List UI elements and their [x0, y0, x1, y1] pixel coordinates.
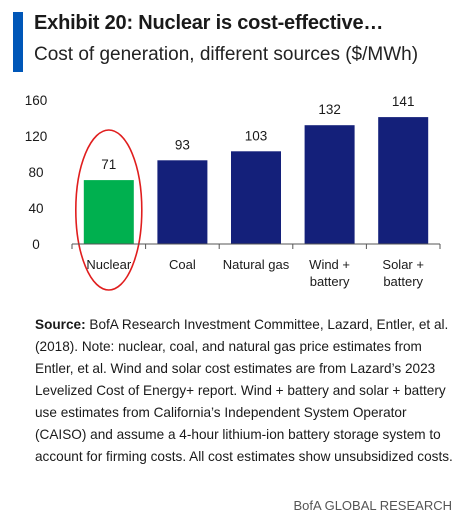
chart-subtitle: Cost of generation, different sources ($… [34, 44, 419, 65]
y-tick-label: 160 [25, 93, 48, 108]
data-label: 141 [392, 94, 415, 109]
bar [231, 151, 281, 244]
chart-title: Exhibit 20: Nuclear is cost-effective… [34, 12, 384, 34]
bar [378, 117, 429, 244]
highlight-ellipse [75, 129, 143, 291]
x-tick-label: Nuclear [86, 257, 131, 272]
data-label: 71 [101, 157, 116, 172]
bar-chart: 0 40 80 120 160 71 Nuclear 93 Coal 103 Natural gas… [25, 93, 441, 291]
source-text: BofA Research Investment Committee, Laza… [35, 317, 453, 464]
y-tick-label: 80 [28, 165, 43, 180]
y-tick-label: 120 [25, 129, 48, 144]
x-tick-label: Coal [169, 257, 196, 272]
y-tick-label: 0 [32, 237, 40, 252]
x-tick-label: Natural gas [223, 257, 290, 272]
x-tick-label: battery [383, 274, 423, 289]
credit-line: BofA GLOBAL RESEARCH [293, 498, 452, 513]
x-tick-label: Wind + [309, 257, 350, 272]
source-label: Source: [35, 317, 86, 332]
accent-bar [13, 12, 23, 72]
data-label: 132 [318, 102, 341, 117]
data-label: 103 [245, 128, 268, 143]
x-tick-label: battery [310, 274, 350, 289]
source-note: Source: BofA Research Investment Committ… [35, 314, 459, 468]
bar [83, 180, 134, 244]
data-label: 93 [175, 137, 190, 152]
x-tick-label: Solar + [382, 257, 424, 272]
bar [304, 125, 355, 244]
bar [157, 160, 208, 244]
y-tick-label: 40 [28, 201, 43, 216]
